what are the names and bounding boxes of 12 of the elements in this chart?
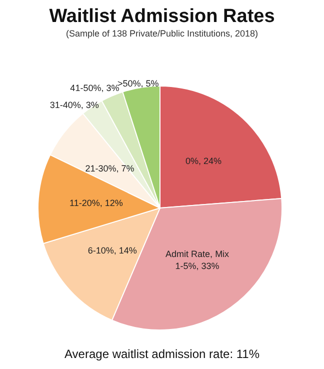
text: Admit Rate, Mix xyxy=(166,249,230,260)
slice-label: 21-30%, 7% xyxy=(85,163,134,174)
slice-label: 0%, 24% xyxy=(185,156,222,166)
chart-title: Waitlist Admission Rates xyxy=(49,6,275,27)
slice-label: >50%, 5% xyxy=(118,78,159,88)
slice-label: 1-5%, 33% xyxy=(175,261,220,272)
slice-label: 31-40%, 3% xyxy=(50,100,99,110)
slice-label: 41-50%, 3% xyxy=(70,83,120,93)
slice-label: 6-10%, 14% xyxy=(88,246,137,256)
text: Average waitlist admission rate: 11% xyxy=(64,347,260,361)
chart-subtitle: (Sample of 138 Private/Public Institutions, 2018) xyxy=(66,28,258,38)
slice-label: 11-20%, 12% xyxy=(70,198,123,208)
